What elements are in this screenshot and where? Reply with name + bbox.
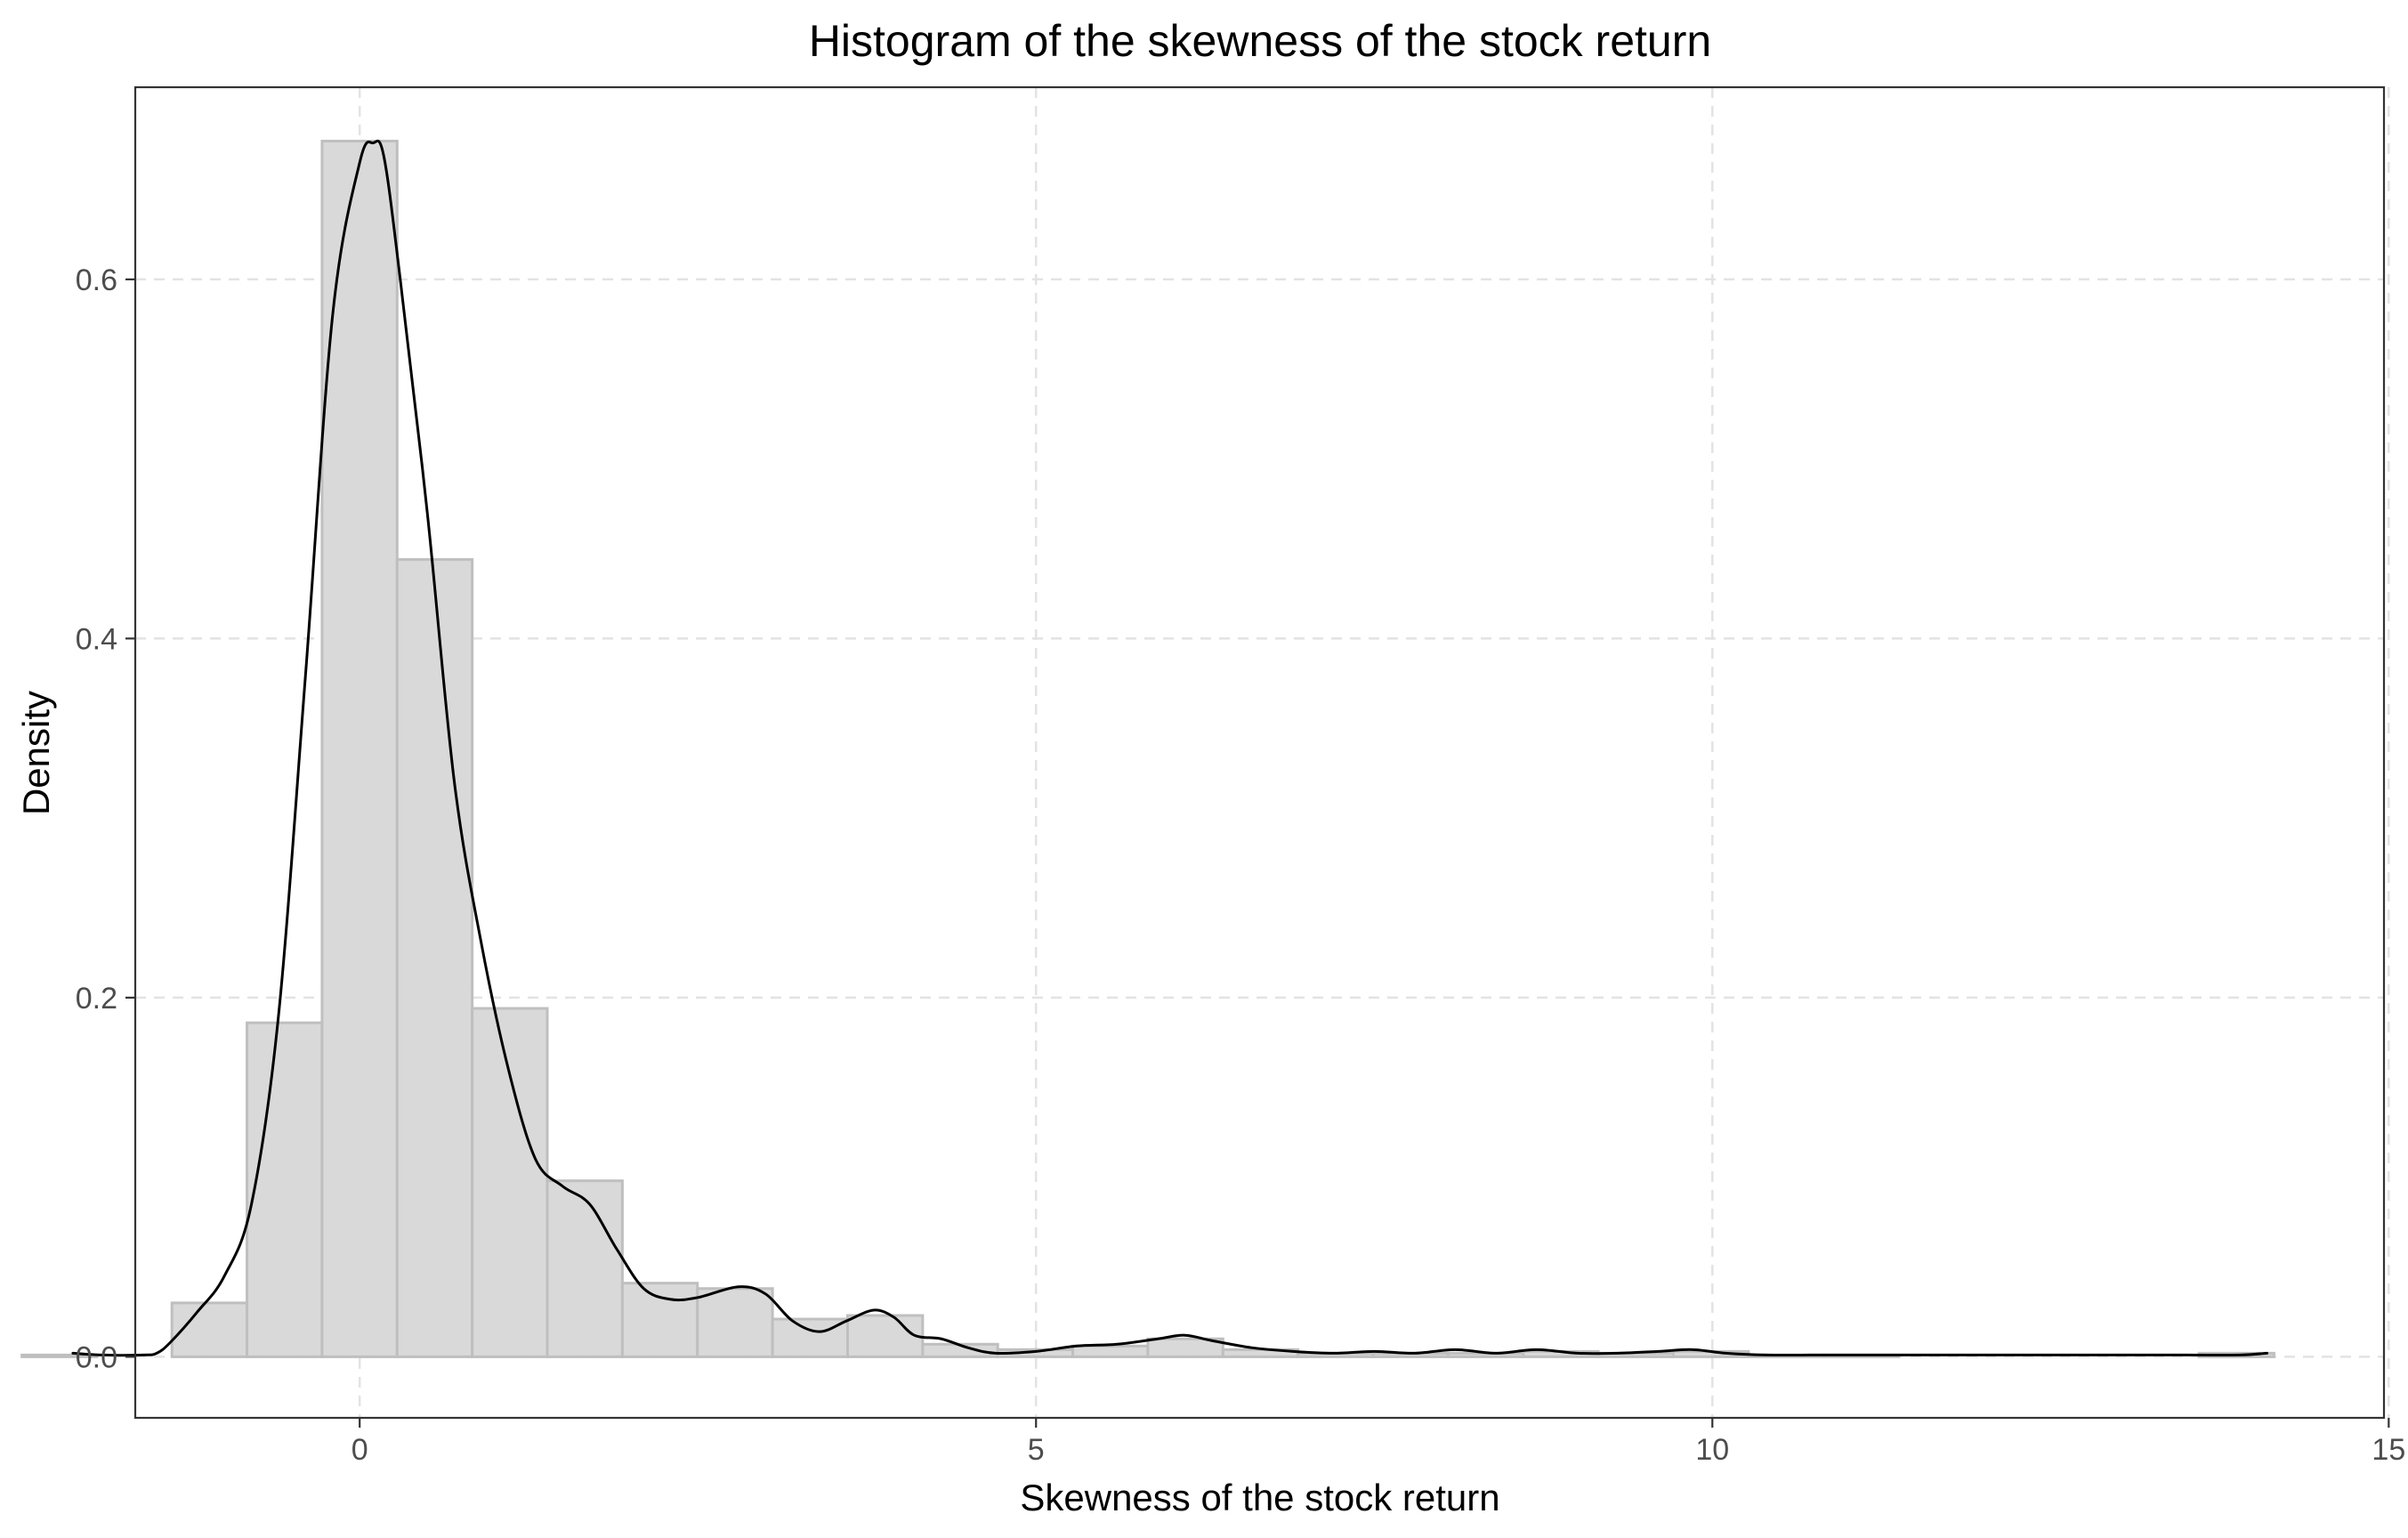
y-tick-label: 0.0 [76, 1340, 117, 1374]
histogram-bar [845, 1314, 925, 1358]
y-tick-label: 0.4 [76, 622, 117, 656]
density-curve-layer [71, 139, 2269, 1357]
y-axis-title: Density [15, 691, 57, 815]
x-tick-label: 15 [2372, 1433, 2405, 1467]
histogram-bar [696, 1287, 774, 1358]
x-tick-label: 10 [1695, 1433, 1729, 1467]
x-axis-title: Skewness of the stock return [1020, 1477, 1499, 1518]
x-tick-label: 5 [1028, 1433, 1045, 1467]
chart-title: Histogram of the skewness of the stock r… [809, 16, 1711, 66]
histogram-bar [246, 1021, 324, 1358]
histogram-bar [395, 558, 474, 1358]
y-tick-label: 0.2 [76, 982, 117, 1016]
y-tick-label: 0.6 [76, 263, 117, 297]
x-axis: 0 5 10 15 [352, 1418, 2405, 1467]
panel-border [133, 85, 2386, 1420]
density-curve [71, 139, 2269, 1357]
histogram-bar [620, 1282, 699, 1358]
histogram-bar [471, 1007, 549, 1358]
histogram-bar [1071, 1344, 1150, 1358]
histogram-bars [20, 140, 2275, 1358]
y-axis: 0.0 0.2 0.4 0.6 [76, 263, 135, 1374]
histogram-bar [545, 1179, 624, 1358]
x-tick-label: 0 [352, 1433, 368, 1467]
histogram-bar [1146, 1337, 1224, 1358]
histogram-bar [320, 140, 399, 1358]
